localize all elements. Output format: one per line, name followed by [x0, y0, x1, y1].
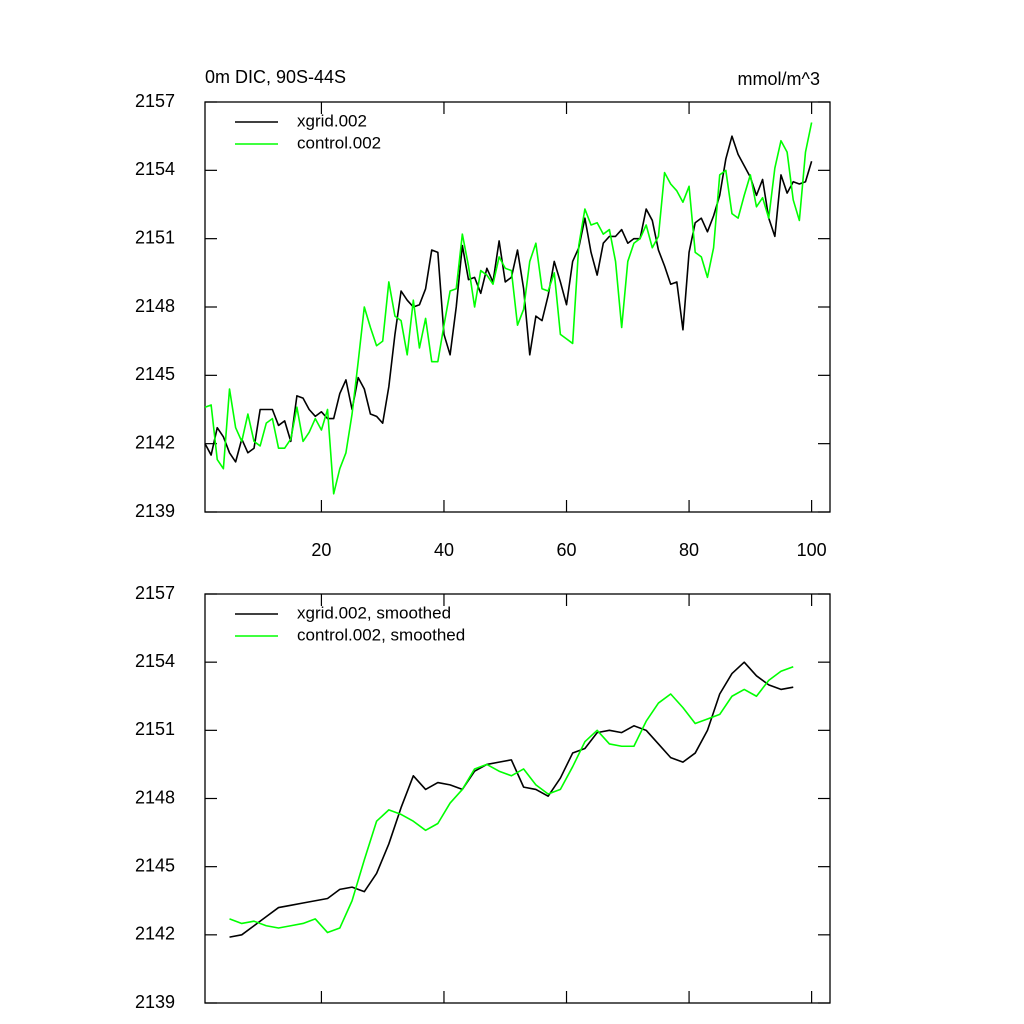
plot-frame — [204, 101, 831, 513]
y-tick-label: 2145 — [135, 855, 175, 875]
y-tick-label: 2148 — [135, 296, 175, 316]
y-tick-label: 2145 — [135, 364, 175, 384]
y-tick-label: 2154 — [135, 159, 175, 179]
legend-label: xgrid.002, smoothed — [297, 603, 451, 622]
x-tick-label: 60 — [557, 540, 577, 560]
series-line — [204, 135, 813, 463]
y-tick-label: 2157 — [135, 91, 175, 111]
units-label: mmol/m^3 — [738, 69, 820, 89]
y-tick-label: 2157 — [135, 583, 175, 603]
chart-title: 0m DIC, 90S-44S — [205, 67, 346, 87]
y-tick-label: 2151 — [135, 719, 175, 739]
x-tick-label: 20 — [311, 540, 331, 560]
legend-label: xgrid.002 — [297, 111, 367, 130]
y-tick-label: 2151 — [135, 227, 175, 247]
series-line — [229, 661, 794, 938]
x-tick-label: 40 — [434, 540, 454, 560]
series-line — [204, 122, 813, 495]
plot-frame — [204, 593, 831, 1004]
y-tick-label: 2154 — [135, 651, 175, 671]
y-tick-label: 2139 — [135, 992, 175, 1012]
y-tick-label: 2148 — [135, 787, 175, 807]
y-tick-label: 2142 — [135, 432, 175, 452]
x-tick-label: 80 — [679, 540, 699, 560]
legend-label: control.002, smoothed — [297, 625, 465, 644]
x-tick-label: 100 — [797, 540, 827, 560]
y-tick-label: 2139 — [135, 501, 175, 521]
series-line — [229, 665, 794, 934]
legend-label: control.002 — [297, 133, 381, 152]
y-tick-label: 2142 — [135, 924, 175, 944]
